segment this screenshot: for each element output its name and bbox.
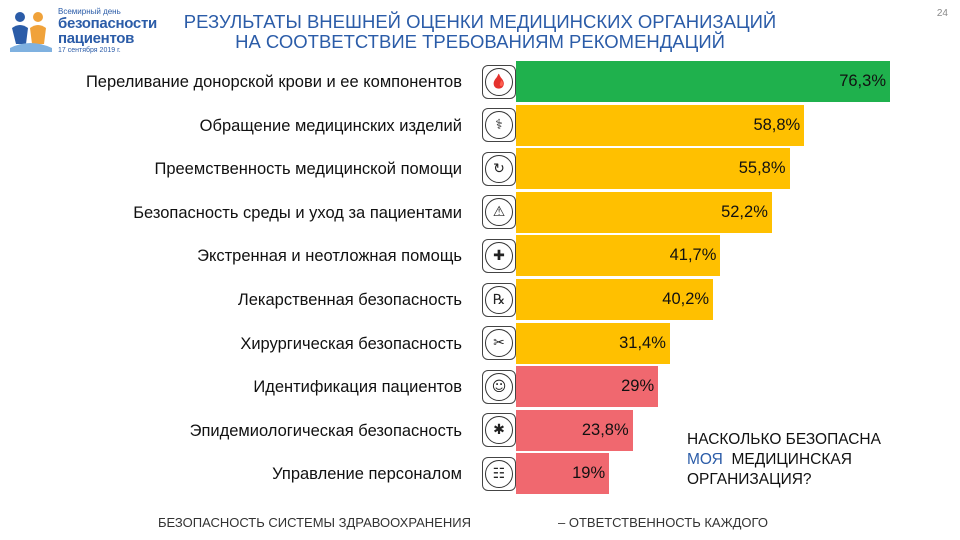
question-accent-word: моя [687,451,723,468]
category-label: Эпидемиологическая безопасность [189,421,462,440]
bar-value-label: 76,3% [839,72,886,90]
bar-value-label: 58,8% [753,115,801,134]
category-label: Обращение медицинских изделий [199,116,462,135]
medical-devices-icon: ⚕ [482,108,516,143]
category-label: Экстренная и неотложная помощь [197,247,462,266]
question-line2: медицинская [731,451,852,468]
category-label: Управление персоналом [272,465,462,484]
category-label: Переливание донорской крови и ее компоне… [85,73,462,91]
logo-line2: безопасности [58,15,157,32]
bar [516,148,790,190]
bar-value-label: 55,8% [738,159,786,178]
category-label: Лекарственная безопасность [237,291,462,309]
logo-line1: Всемирный день [58,7,121,16]
category-label: Преемственность медицинской помощи [154,160,462,179]
bar-value-label: 41,7% [669,246,717,265]
question-text: Насколько безопасна моя медицинская орга… [687,430,881,490]
bar-value-label: 52,2% [721,202,768,221]
continuity-of-care-icon: ↻ [482,151,516,186]
personnel-icon: ☷ [482,456,516,491]
slide-title: Результаты внешней оценки медицинских ор… [180,12,780,52]
slip-hazard-icon: ⚠ [482,195,516,230]
ambulance-icon: ✚ [482,238,516,273]
bar [516,409,633,451]
question-line1: Насколько безопасна [687,431,881,448]
bar [516,279,714,320]
question-line3: организация? [687,471,812,488]
category-label: Безопасность среды и уход за пациентами [133,203,462,222]
logo-date: 17 сентября 2019 г. [58,47,121,54]
bar [516,104,805,146]
bar [516,366,659,408]
bar-value-label: 31,4% [619,333,666,352]
blood-bag-icon: 🩸 [482,64,516,99]
virus-icon: ✱ [482,413,516,448]
patient-id-icon: ☺ [482,369,516,404]
bar-value-label: 29% [621,377,655,396]
bar-value-label: 40,2% [662,290,710,308]
event-logo: Всемирный день безопасности пациентов 17… [8,6,158,56]
footer-left: Безопасность системы здравоохранения [158,515,471,530]
bar [516,235,721,277]
category-label: Идентификация пациентов [253,378,462,397]
bar [516,191,772,233]
bar-value-label: 23,8% [581,420,629,439]
page-number: 24 [936,8,948,19]
slide-title-line2: на соответствие требованиям рекомендаций [235,31,725,52]
bar-value-label: 19% [572,464,606,483]
footer-right: – ответственность каждого [558,515,768,530]
logo-line3: пациентов [58,30,135,47]
category-label: Хирургическая безопасность [240,334,462,353]
surgical-scissors-icon: ✂ [482,326,516,361]
slide-title-line1: Результаты внешней оценки медицинских ор… [183,11,777,32]
bar [516,61,890,102]
medications-icon: ℞ [482,282,516,317]
bar [516,322,670,364]
bar [516,453,610,495]
logo-people-icon [10,12,52,52]
